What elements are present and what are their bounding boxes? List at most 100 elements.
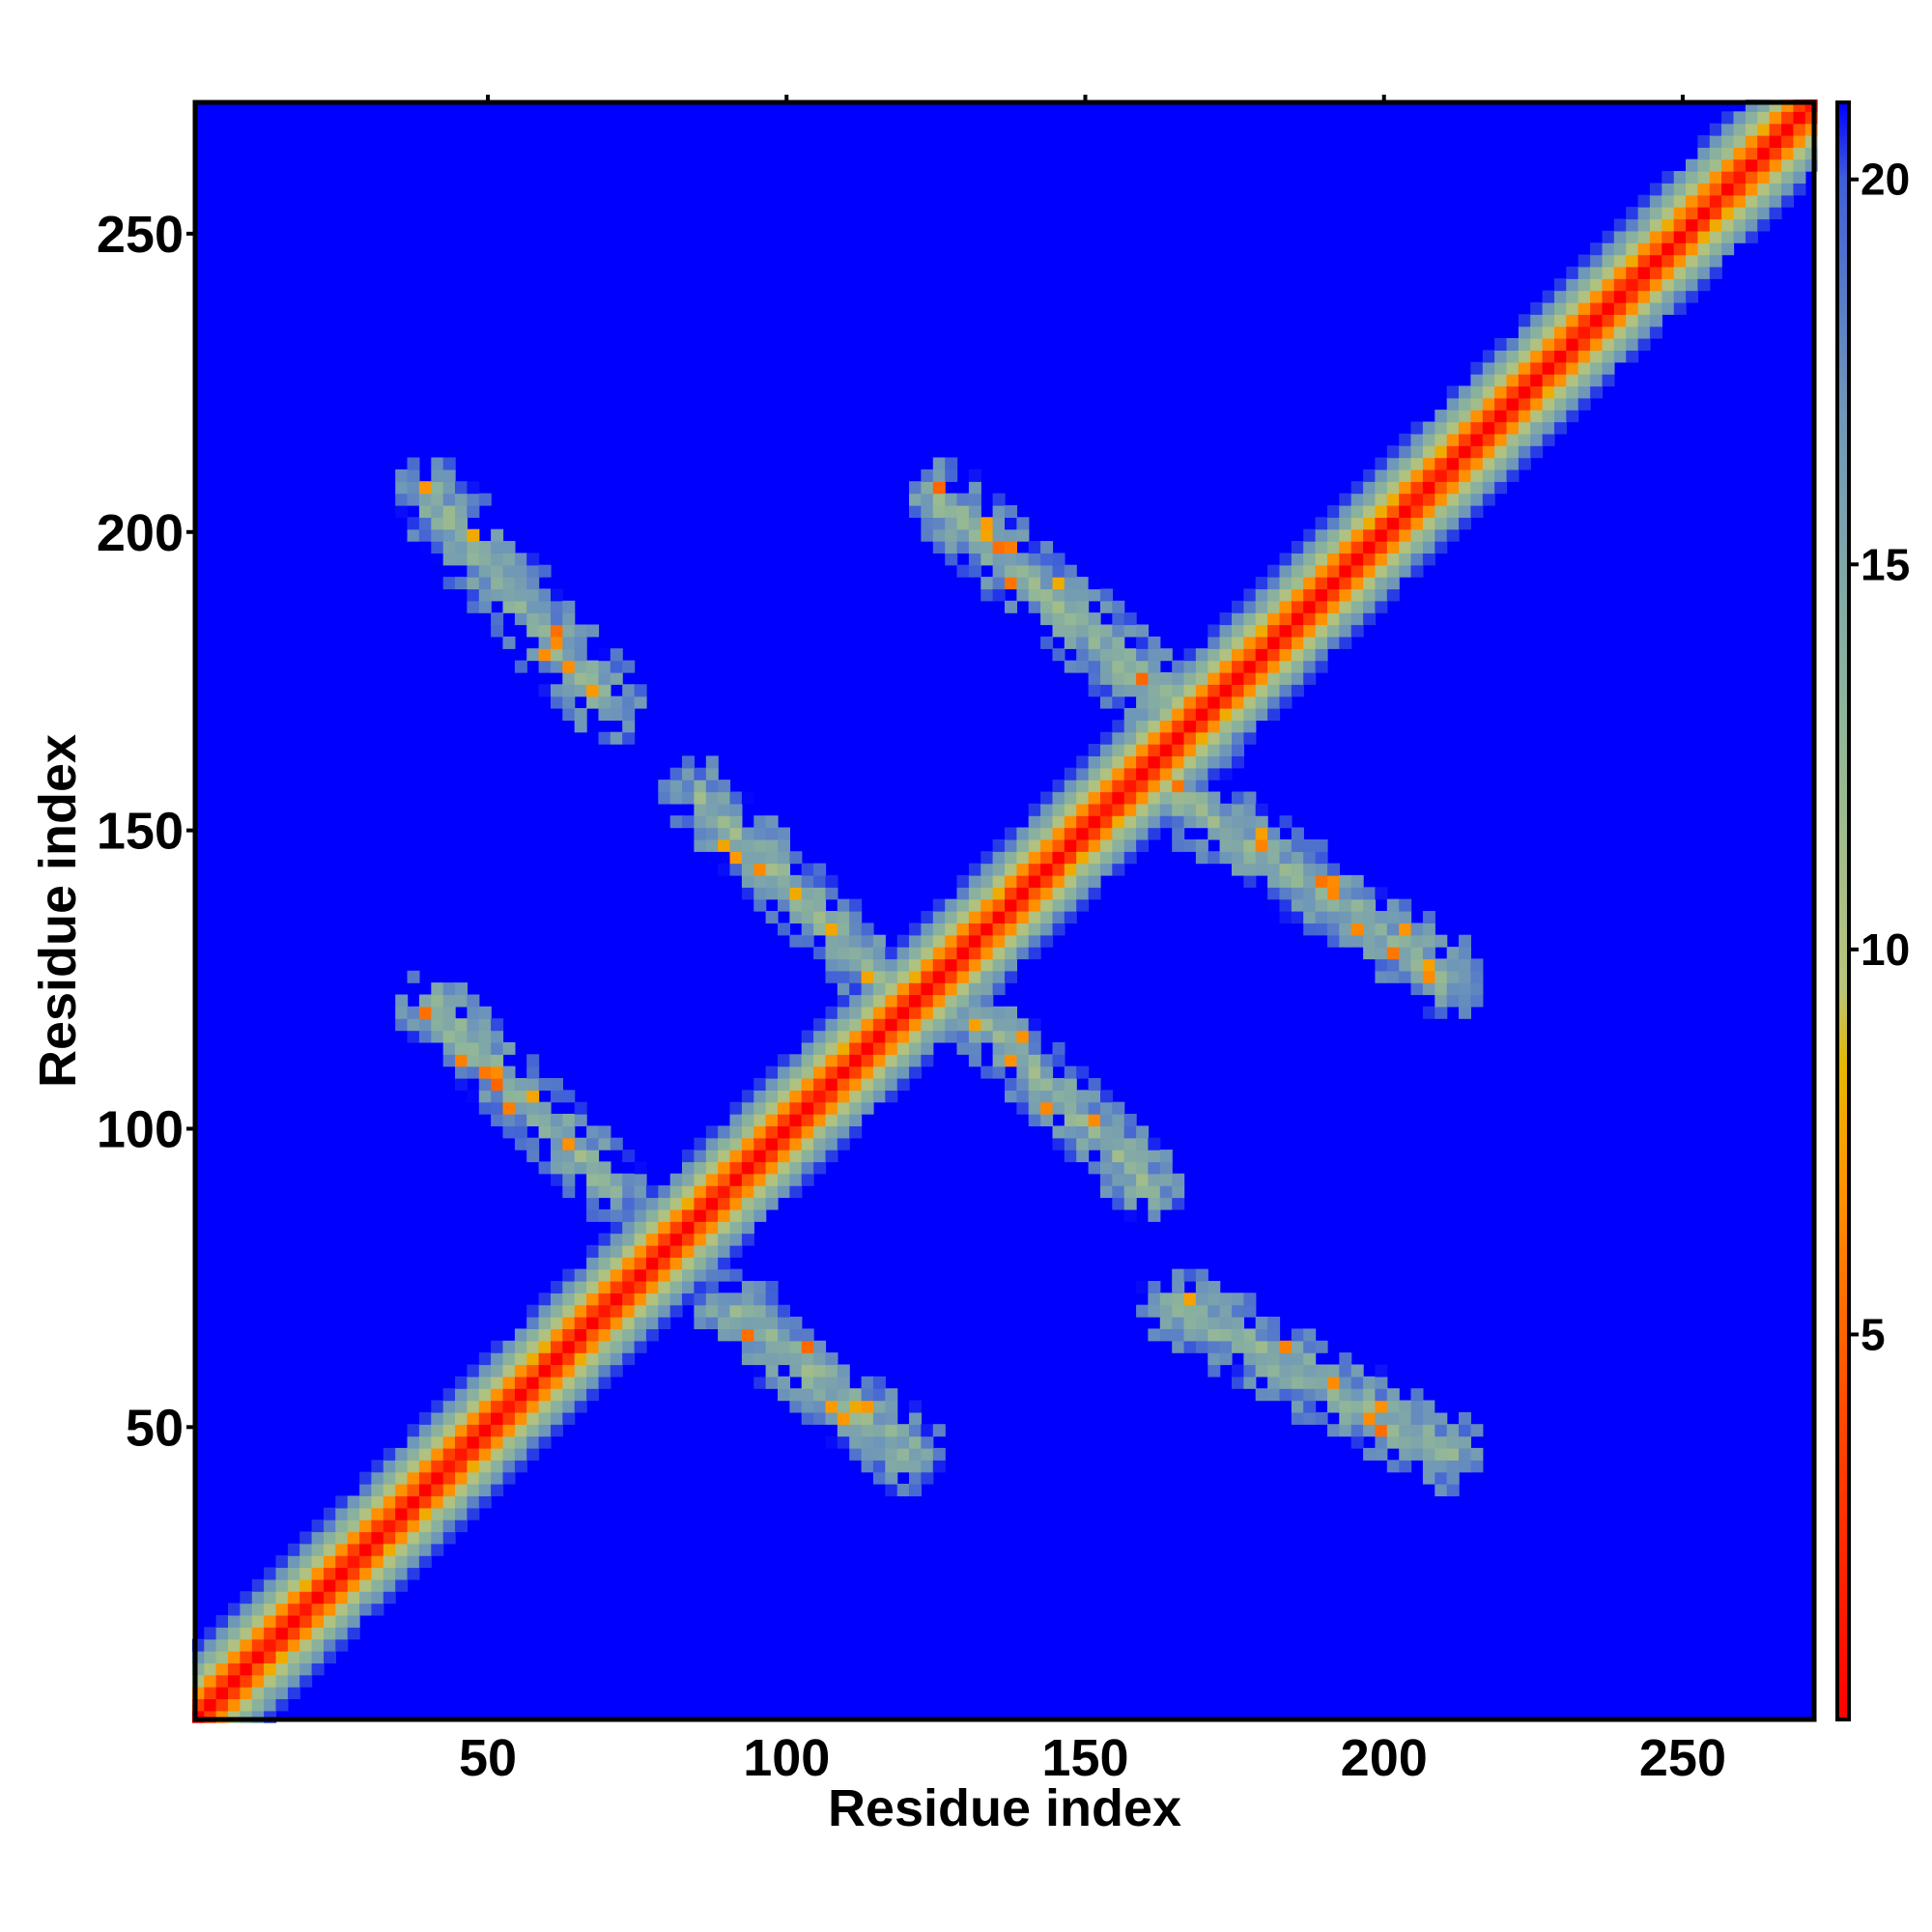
heatmap-cell [634, 1293, 647, 1306]
heatmap-cell [634, 1281, 647, 1293]
heatmap-cell [442, 1388, 456, 1402]
heatmap-cell [442, 1495, 456, 1509]
heatmap-cell [502, 636, 516, 649]
heatmap-cell [741, 863, 754, 876]
heatmap-cell [1148, 1137, 1161, 1151]
heatmap-cell [467, 1411, 480, 1425]
heatmap-cell [1613, 326, 1627, 339]
heatmap-cell [1542, 397, 1555, 411]
heatmap-cell [598, 1293, 611, 1306]
heatmap-cell [872, 947, 886, 960]
heatmap-cell [287, 1555, 300, 1569]
heatmap-cell [1459, 505, 1471, 518]
heatmap-cell [1279, 696, 1293, 709]
heatmap-cell [610, 1293, 623, 1306]
heatmap-cell [1208, 636, 1221, 649]
heatmap-cell [1100, 600, 1113, 613]
heatmap-cell [275, 1614, 289, 1628]
heatmap-cell [1386, 970, 1400, 983]
heatmap-cell [299, 1662, 313, 1676]
heatmap-cell [1350, 517, 1364, 530]
heatmap-cell [598, 1328, 611, 1342]
heatmap-cell [1267, 648, 1281, 662]
heatmap-cell [932, 947, 946, 960]
heatmap-cell [1435, 528, 1448, 542]
heatmap-cell [1459, 1447, 1471, 1461]
heatmap-cell [1757, 111, 1771, 125]
heatmap-cell [669, 791, 683, 805]
heatmap-cell [861, 1065, 874, 1079]
heatmap-cell [658, 1208, 671, 1222]
x-tick-label: 50 [459, 1729, 517, 1787]
heatmap-cell [801, 1150, 814, 1163]
heatmap-cell [1530, 326, 1544, 339]
heatmap-cell [1602, 242, 1615, 256]
heatmap-cell [682, 1257, 695, 1270]
heatmap-cell [1315, 636, 1328, 649]
heatmap-cell [1721, 111, 1735, 125]
heatmap-cell [347, 1591, 360, 1605]
heatmap-cell [1255, 1352, 1268, 1366]
heatmap-cell [980, 994, 994, 1008]
heatmap-cell [872, 1388, 886, 1402]
heatmap-cell [765, 1173, 779, 1186]
heatmap-cell [467, 493, 480, 506]
heatmap-cell [538, 1101, 552, 1115]
heatmap-cell [1350, 612, 1364, 626]
heatmap-cell [1327, 863, 1340, 876]
heatmap-cell [562, 1352, 576, 1366]
heatmap-cell [885, 1090, 898, 1103]
heatmap-cell [442, 982, 456, 996]
heatmap-cell [1686, 194, 1698, 208]
heatmap-cell [287, 1627, 300, 1640]
heatmap-cell [1494, 350, 1508, 363]
heatmap-cell [586, 684, 600, 697]
heatmap-cell [442, 1424, 456, 1437]
heatmap-cell [1028, 815, 1041, 829]
heatmap-cell [502, 1352, 516, 1366]
heatmap-cell [909, 1435, 922, 1449]
heatmap-cell [335, 1520, 349, 1533]
heatmap-cell [1136, 708, 1150, 721]
heatmap-cell [1267, 636, 1281, 649]
heatmap-cell [1686, 242, 1698, 256]
heatmap-cell [1637, 266, 1651, 279]
heatmap-cell [705, 1304, 719, 1318]
heatmap-cell [324, 1614, 336, 1628]
heatmap-cell [610, 1340, 623, 1353]
heatmap-cell [789, 1125, 803, 1139]
heatmap-cell [1386, 481, 1400, 495]
heatmap-cell [645, 1244, 659, 1258]
heatmap-cell [1005, 553, 1017, 566]
heatmap-cell [1590, 301, 1604, 315]
heatmap-cell [729, 1208, 743, 1222]
heatmap-cell [526, 1340, 540, 1353]
heatmap-cell [526, 1137, 540, 1151]
heatmap-cell [228, 1687, 241, 1699]
heatmap-cell [1422, 1460, 1435, 1473]
heatmap-cell [1088, 863, 1101, 876]
heatmap-cell [885, 958, 898, 972]
heatmap-cell [1435, 505, 1448, 518]
heatmap-cell [215, 1638, 229, 1652]
heatmap-cell [478, 1041, 492, 1055]
heatmap-cell [1279, 851, 1293, 865]
heatmap-cell [1410, 445, 1424, 459]
heatmap-cell [1172, 660, 1185, 673]
heatmap-cell [1159, 720, 1173, 733]
heatmap-cell [287, 1591, 300, 1605]
heatmap-cell [1470, 1460, 1484, 1473]
heatmap-cell [885, 1078, 898, 1091]
heatmap-cell [1088, 874, 1101, 888]
heatmap-cell [418, 505, 432, 518]
heatmap-cell [467, 1030, 480, 1043]
heatmap-cell [1482, 457, 1495, 470]
heatmap-cell [1291, 1376, 1304, 1389]
heatmap-cell [1016, 923, 1030, 936]
heatmap-cell [442, 1520, 456, 1533]
heatmap-cell [228, 1674, 241, 1688]
heatmap-cell [467, 541, 480, 554]
heatmap-cell [1219, 636, 1233, 649]
heatmap-cell [1040, 612, 1054, 626]
heatmap-cell [669, 1208, 683, 1222]
